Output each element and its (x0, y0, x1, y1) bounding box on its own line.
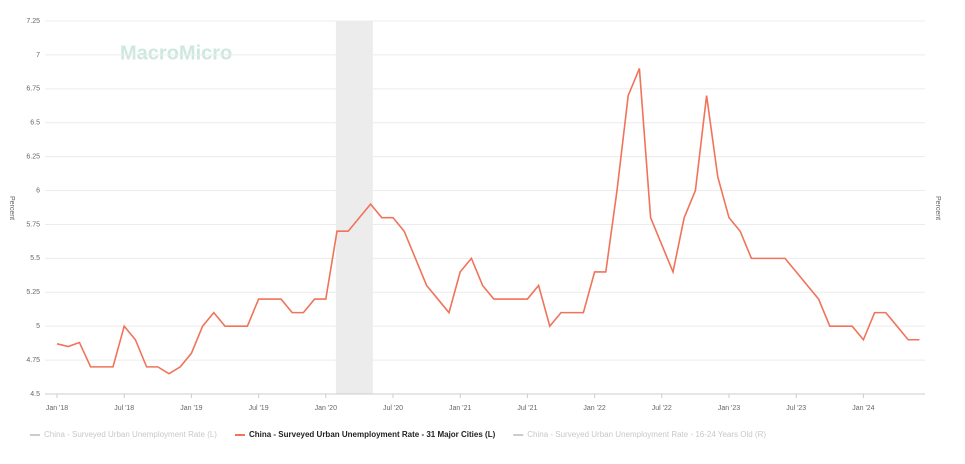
y-tick-label: 6.75 (26, 86, 40, 93)
y-tick-label: 5.5 (30, 255, 40, 262)
y-tick-label: 4.5 (30, 391, 40, 398)
x-tick-label: Jul '18 (114, 405, 134, 412)
x-tick-label: Jul '23 (786, 405, 806, 412)
legend-label[interactable]: China - Surveyed Urban Unemployment Rate… (249, 430, 496, 439)
y-tick-label: 6.25 (26, 153, 40, 160)
x-tick-label: Jul '20 (383, 405, 403, 412)
x-tick-label: Jan '23 (718, 405, 740, 412)
x-tick-label: Jul '21 (517, 405, 537, 412)
y-tick-label: 4.75 (26, 357, 40, 364)
x-tick-label: Jan '22 (583, 405, 605, 412)
y-tick-label: 6 (36, 187, 40, 194)
x-tick-label: Jan '19 (180, 405, 202, 412)
y2-axis-label: Percent (934, 196, 941, 220)
line-series (56, 68, 920, 375)
watermark: MacroMicro (120, 42, 232, 64)
x-tick-label: Jan '21 (449, 405, 471, 412)
y-tick-label: 7 (36, 52, 40, 59)
x-tick-label: Jul '19 (249, 405, 269, 412)
y-tick-label: 5 (36, 323, 40, 330)
x-tick-label: Jan '18 (46, 405, 68, 412)
y-axis-label: Percent (8, 196, 15, 220)
legend-label[interactable]: China - Surveyed Urban Unemployment Rate… (44, 430, 217, 439)
y-tick-label: 5.25 (26, 289, 40, 296)
y-tick-label: 6.5 (30, 120, 40, 127)
shaded-period (335, 21, 373, 394)
x-tick-label: Jul '22 (652, 405, 672, 412)
x-tick-label: Jan '20 (315, 405, 337, 412)
y-tick-label: 5.75 (26, 221, 40, 228)
x-tick-label: Jan '24 (852, 405, 874, 412)
legend-label[interactable]: China - Surveyed Urban Unemployment Rate… (527, 430, 766, 439)
y-tick-label: 7.25 (26, 18, 40, 25)
